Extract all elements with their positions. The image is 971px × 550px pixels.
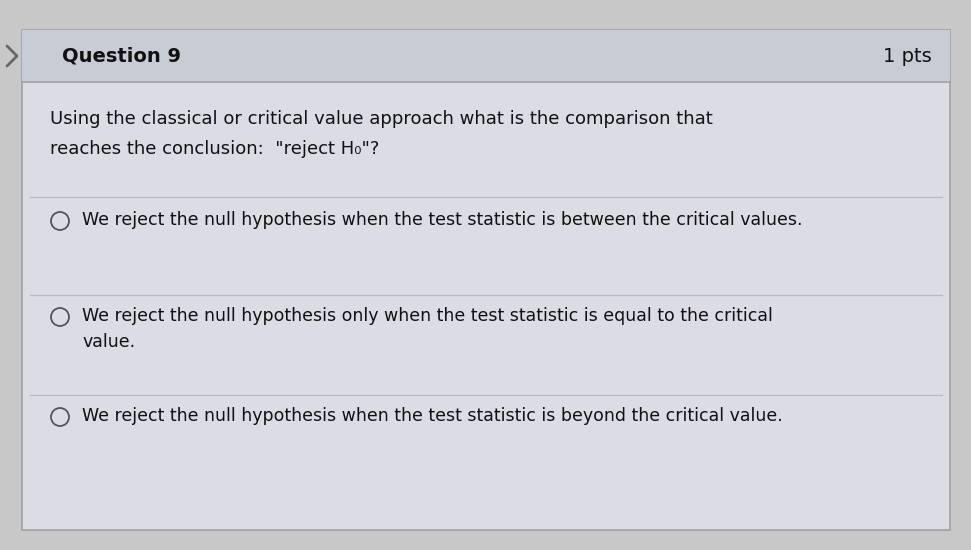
Text: We reject the null hypothesis only when the test statistic is equal to the criti: We reject the null hypothesis only when … (82, 307, 773, 351)
Text: Using the classical or critical value approach what is the comparison that: Using the classical or critical value ap… (50, 110, 713, 128)
Text: 1 pts: 1 pts (884, 47, 932, 65)
Text: Question 9: Question 9 (62, 47, 181, 65)
Text: reaches the conclusion:  "reject H₀"?: reaches the conclusion: "reject H₀"? (50, 140, 380, 158)
Text: We reject the null hypothesis when the test statistic is beyond the critical val: We reject the null hypothesis when the t… (82, 407, 783, 425)
Text: We reject the null hypothesis when the test statistic is between the critical va: We reject the null hypothesis when the t… (82, 211, 802, 229)
Bar (22, 30, 950, 82)
